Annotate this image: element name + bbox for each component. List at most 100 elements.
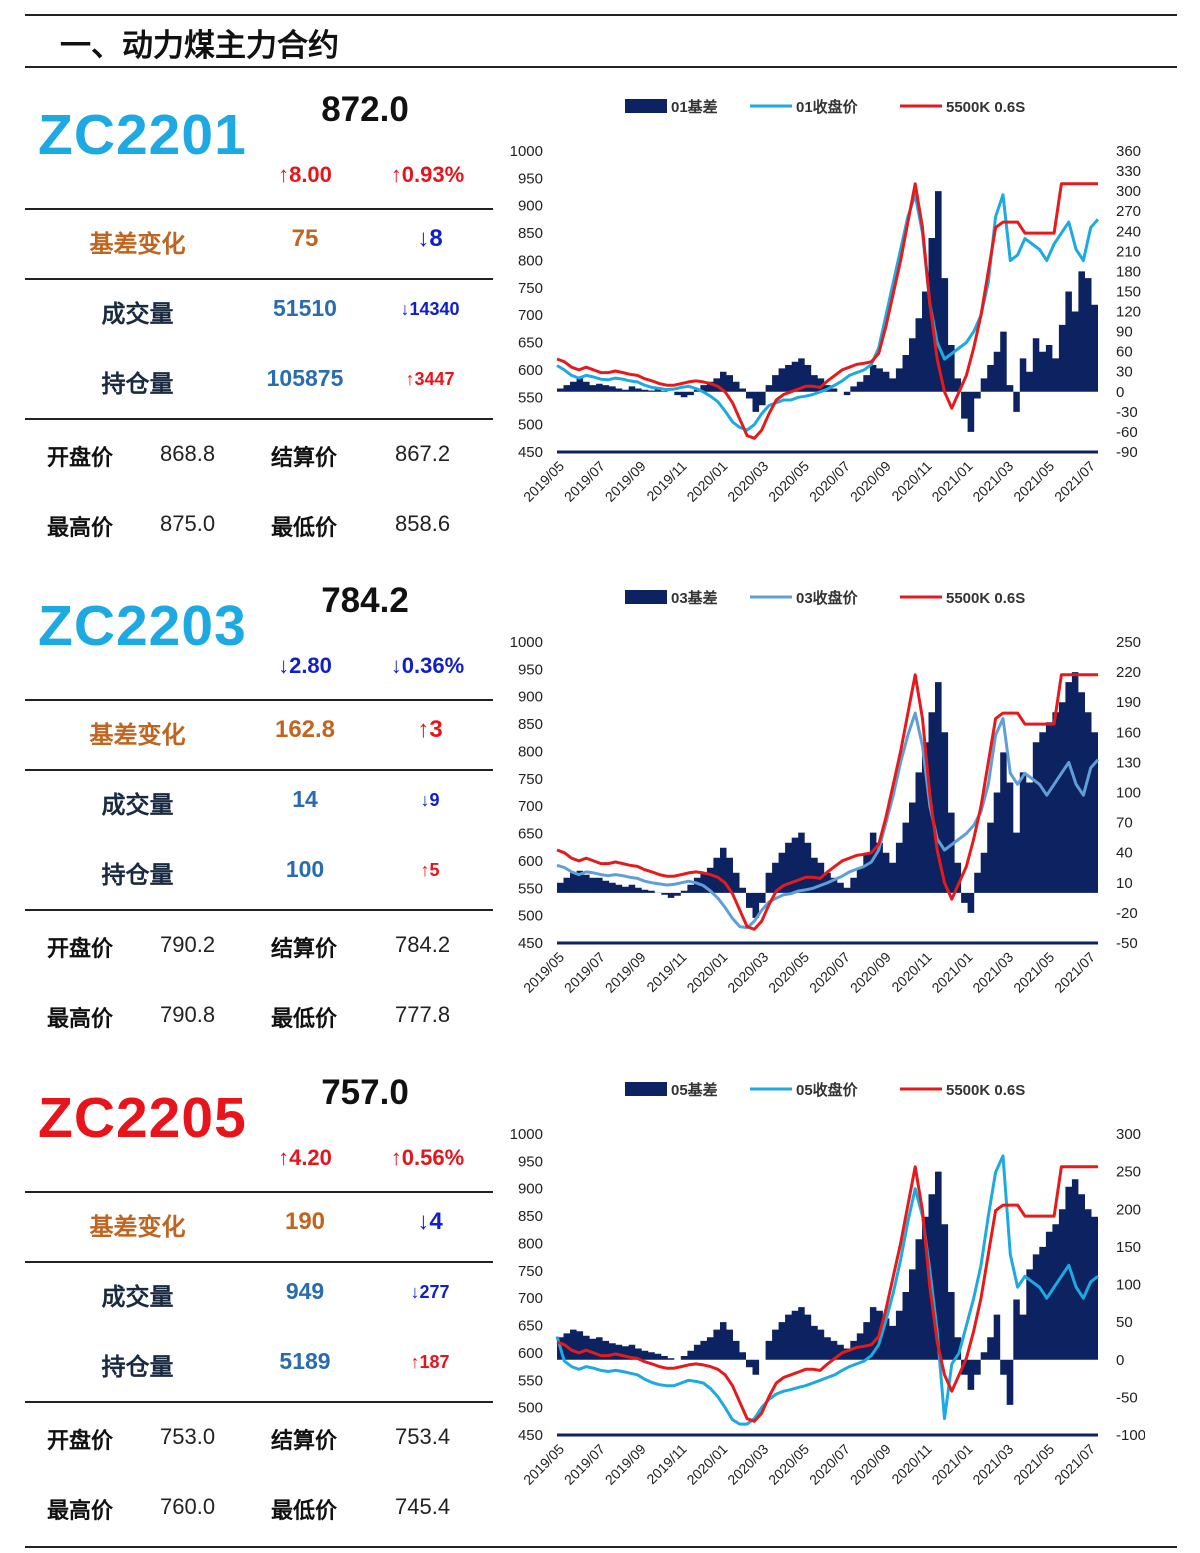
y-right-tick: 210: [1116, 243, 1141, 260]
y-left-tick: 900: [518, 1181, 543, 1198]
x-tick-label: 2020/01: [683, 1441, 730, 1488]
low-price-label: 最低价: [271, 1499, 338, 1524]
y-right-tick: -50: [1116, 1389, 1138, 1406]
x-tick-label: 2020/01: [683, 949, 730, 996]
x-tick-label: 2021/03: [969, 458, 1016, 505]
basis-price-chart: 03基差 03收盘价 5500K 0.6S 1000 950 900 850 800 750 70…: [510, 589, 1141, 996]
low-price-value: 858.6: [395, 511, 451, 536]
y-left-tick: 950: [518, 1153, 543, 1170]
bottom-rule: [25, 1546, 1177, 1548]
high-price-value: 790.8: [160, 1002, 216, 1027]
settle-price-label: 结算价: [271, 937, 338, 962]
open-price-label: 开盘价: [47, 1429, 114, 1454]
y-left-tick: 850: [518, 1208, 543, 1225]
legend-entry: 01收盘价: [796, 98, 859, 116]
open-interest-label: 持仓量: [101, 861, 174, 889]
volume-value: 949: [285, 1278, 325, 1304]
y-right-tick: 10: [1116, 875, 1133, 892]
x-tick-label: 2020/11: [888, 458, 935, 505]
y-right-tick: 70: [1116, 815, 1133, 832]
x-tick-label: 2019/09: [602, 949, 649, 996]
low-price-value: 745.4: [395, 1494, 451, 1519]
x-tick-label: 2021/01: [928, 458, 975, 505]
x-tick-label: 2020/03: [724, 949, 771, 996]
y-right-tick: -20: [1116, 905, 1138, 922]
volume-label: 成交量: [101, 791, 174, 819]
y-right-tick: 360: [1116, 143, 1141, 160]
open-interest-label: 持仓量: [101, 370, 174, 398]
y-right-tick: 240: [1116, 223, 1141, 240]
volume-value: 51510: [273, 295, 337, 321]
y-left-tick: 450: [518, 935, 543, 952]
x-tick-label: 2021/03: [969, 949, 1016, 996]
row-separator: [25, 1401, 493, 1403]
y-right-tick: 120: [1116, 304, 1141, 321]
settle-price-value: 867.2: [395, 441, 451, 466]
price-change-pct: ↓0.36%: [390, 653, 465, 678]
spot-price-line: [556, 182, 1098, 440]
basis-bars: [557, 672, 1098, 918]
row-separator: [25, 909, 493, 911]
price-change-pct: ↑0.56%: [390, 1145, 465, 1170]
x-tick-label: 2020/03: [724, 1441, 771, 1488]
y-left-tick: 750: [518, 771, 543, 788]
y-right-tick: 50: [1116, 1314, 1133, 1331]
y-left-tick: 550: [518, 1372, 543, 1389]
volume-delta: ↓9: [420, 790, 440, 810]
y-left-tick: 950: [518, 661, 543, 678]
y-left-tick: 1000: [510, 634, 543, 651]
basis-delta: ↓4: [417, 1208, 443, 1235]
x-tick-label: 2021/07: [1051, 949, 1098, 996]
legend-entry: 03收盘价: [796, 589, 859, 607]
y-right-tick: -100: [1116, 1427, 1145, 1444]
y-left-tick: 600: [518, 853, 543, 870]
price-change: ↓2.80: [278, 653, 332, 678]
x-tick-label: 2020/05: [765, 1441, 812, 1488]
x-tick-label: 2019/11: [643, 1441, 690, 1488]
high-price-label: 最高价: [47, 1007, 114, 1032]
spot-price-line: [556, 673, 1098, 931]
y-right-tick: -50: [1116, 935, 1138, 952]
contract-panel-zc2201: ZC2201 872.0 ↑8.00 ↑0.93% 基差变化 75 ↓8 成交量 51510 ↓1…: [0, 72, 1200, 564]
basis-value: 162.8: [274, 716, 336, 743]
price-change-pct: ↑0.93%: [390, 162, 465, 187]
close-price-line: [556, 711, 1100, 930]
y-right-tick: 60: [1116, 344, 1133, 361]
section-title: 一、动力煤主力合约: [60, 28, 339, 64]
basis-label: 基差变化: [89, 230, 186, 258]
contract-panel-zc2205: ZC2205 757.0 ↑4.20 ↑0.56% 基差变化 190 ↓4 成交量 949 ↓27…: [0, 1055, 1200, 1547]
x-tick-label: 2020/07: [806, 1441, 853, 1488]
y-right-tick: 200: [1116, 1201, 1141, 1218]
y-left-tick: 750: [518, 280, 543, 297]
x-tick-label: 2019/09: [602, 458, 649, 505]
y-left-tick: 1000: [510, 143, 543, 160]
y-left-tick: 1000: [510, 1126, 543, 1143]
last-price: 757.0: [321, 1073, 409, 1112]
contract-panel-zc2203: ZC2203 784.2 ↓2.80 ↓0.36% 基差变化 162.8 ↑3 成交量 14 ↓9…: [0, 563, 1200, 1055]
legend-swatch-basis: [625, 99, 667, 113]
y-right-tick: 250: [1116, 634, 1141, 651]
legend-swatch-basis: [625, 1082, 667, 1096]
contract-code: ZC2205: [38, 1086, 247, 1150]
y-right-tick: 100: [1116, 1277, 1141, 1294]
y-left-tick: 450: [518, 444, 543, 461]
y-left-tick: 500: [518, 908, 543, 925]
y-left-tick: 800: [518, 1235, 543, 1252]
basis-price-chart: 01基差 01收盘价 5500K 0.6S100095090085080075070…: [510, 98, 1141, 505]
last-price: 784.2: [321, 581, 409, 620]
y-left-tick: 800: [518, 743, 543, 760]
x-tick-label: 2019/11: [643, 949, 690, 996]
basis-value: 75: [291, 225, 319, 252]
y-right-tick: 150: [1116, 283, 1141, 300]
open-interest-value: 5189: [279, 1348, 331, 1374]
high-price-label: 最高价: [47, 1499, 114, 1524]
y-left-tick: 550: [518, 880, 543, 897]
last-price: 872.0: [321, 90, 409, 129]
x-tick-label: 2021/07: [1051, 1441, 1098, 1488]
open-price-value: 790.2: [160, 932, 216, 957]
open-interest-label: 持仓量: [101, 1353, 174, 1381]
open-interest-delta: ↑5: [420, 860, 440, 880]
y-right-tick: 250: [1116, 1164, 1141, 1181]
x-tick-label: 2019/05: [520, 1441, 567, 1488]
y-left-tick: 450: [518, 1427, 543, 1444]
